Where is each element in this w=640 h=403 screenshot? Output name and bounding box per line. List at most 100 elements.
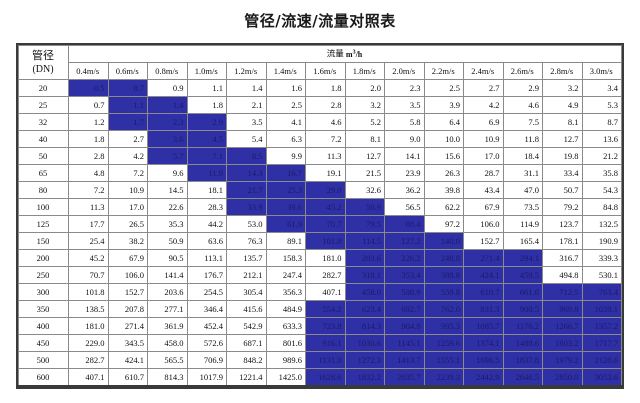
flow-value-cell: 0.7	[107, 79, 148, 97]
flow-value-cell: 140.0	[423, 232, 464, 250]
flow-value-cell: 282.7	[68, 351, 109, 369]
table-row: 450 229.0 343.5 458.0 572.6 687.1 801.6 916.1 10…	[18, 334, 622, 352]
flow-value-cell: 13.6	[581, 130, 622, 148]
flow-value-cell: 2239.3	[423, 368, 464, 387]
flow-value-cell: 762.0	[423, 300, 464, 318]
flow-value-cell: 8.5	[226, 147, 267, 165]
speed-column-header: 1.6m/s	[305, 62, 346, 80]
flow-value-cell: 25.4	[68, 232, 109, 250]
flow-value-cell: 2.1	[226, 96, 267, 114]
flow-value-cell: 271.4	[463, 249, 504, 267]
flow-value-cell: 1.7	[107, 113, 148, 131]
flow-value-cell: 623.4	[344, 300, 385, 318]
flow-value-cell: 254.5	[186, 283, 227, 301]
flow-value-cell: 101.8	[68, 283, 109, 301]
flow-value-cell: 346.4	[186, 300, 227, 318]
unit-exponent: 3	[352, 49, 356, 56]
flow-value-cell: 53.0	[226, 215, 267, 233]
flow-value-cell: 26.3	[423, 164, 464, 182]
flow-value-cell: 2850.0	[542, 368, 583, 387]
flow-value-cell: 67.9	[107, 249, 148, 267]
flow-value-cell: 62.2	[423, 198, 464, 216]
flow-value-cell: 181.0	[68, 317, 109, 335]
flow-value-cell: 1176.2	[502, 317, 543, 335]
speed-column-header: 3.0m/s	[581, 62, 622, 80]
flow-value-cell: 70.7	[305, 215, 346, 233]
unit-tail: /h	[355, 49, 363, 59]
dn-value-cell: 25	[18, 96, 69, 114]
flow-value-cell: 22.6	[147, 198, 188, 216]
flow-value-cell: 814.3	[147, 368, 188, 387]
dn-value-cell: 500	[18, 351, 69, 369]
flow-value-cell: 572.6	[186, 334, 227, 352]
flow-value-cell: 1832.2	[344, 368, 385, 387]
flow-value-cell: 305.4	[226, 283, 267, 301]
flow-value-cell: 29.0	[305, 181, 346, 199]
dn-value-cell: 32	[18, 113, 69, 131]
flow-value-cell: 17.0	[463, 147, 504, 165]
dn-value-cell: 20	[18, 79, 69, 97]
flow-value-cell: 2.7	[107, 130, 148, 148]
flow-value-cell: 1039.1	[581, 300, 622, 318]
flow-value-cell: 1696.5	[463, 351, 504, 369]
flow-value-cell: 248.8	[423, 249, 464, 267]
speed-column-header: 0.4m/s	[68, 62, 109, 80]
flow-value-cell: 4.1	[265, 113, 306, 131]
flow-value-cell: 2646.5	[502, 368, 543, 387]
flow-value-cell: 318.1	[344, 266, 385, 284]
flow-value-cell: 39.6	[265, 198, 306, 216]
table-row: 200 45.2 67.9 90.5 113.1 135.7 158.3 181.0 203.6…	[18, 249, 622, 267]
flow-value-cell: 6.9	[463, 113, 504, 131]
flow-value-cell: 2.5	[423, 79, 464, 97]
flow-value-cell: 9.6	[147, 164, 188, 182]
dn-header-cell: 管径 (DN)	[18, 45, 69, 80]
flow-value-cell: 1357.2	[581, 317, 622, 335]
flow-value-cell: 15.6	[423, 147, 464, 165]
flow-value-cell: 831.3	[463, 300, 504, 318]
flow-value-cell: 2.8	[68, 147, 109, 165]
header-row-group: 管径 (DN) 流量 m3/h	[18, 45, 622, 80]
flow-value-cell: 1.8	[186, 96, 227, 114]
flow-value-cell: 0.9	[147, 79, 188, 97]
flow-value-cell: 484.9	[265, 300, 306, 318]
flow-value-cell: 294.1	[502, 249, 543, 267]
table-row: 400 181.0 271.4 361.9 452.4 542.9 633.3 723.8 81…	[18, 317, 622, 335]
flow-value-cell: 54.3	[581, 181, 622, 199]
flow-value-cell: 2.8	[305, 96, 346, 114]
flow-value-cell: 88.4	[384, 215, 425, 233]
flow-value-cell: 559.8	[423, 283, 464, 301]
flow-value-cell: 4.6	[502, 96, 543, 114]
table-header: 管径 (DN) 流量 m3/h 0.4m/s 0.6m/s 0.8m/s 1.0m/s…	[18, 45, 622, 80]
flow-value-cell: 35.8	[581, 164, 622, 182]
flow-value-cell: 801.6	[265, 334, 306, 352]
flow-value-cell: 21.5	[344, 164, 385, 182]
flow-value-cell: 63.6	[186, 232, 227, 250]
flow-value-cell: 2.9	[186, 113, 227, 131]
flow-value-cell: 152.7	[463, 232, 504, 250]
flow-value-cell: 45.2	[68, 249, 109, 267]
flow-value-cell: 723.8	[305, 317, 346, 335]
speed-column-header: 1.4m/s	[265, 62, 306, 80]
flow-value-cell: 9.9	[265, 147, 306, 165]
flow-value-cell: 84.8	[581, 198, 622, 216]
flow-value-cell: 11.3	[305, 147, 346, 165]
flow-value-cell: 50.7	[542, 181, 583, 199]
flow-value-cell: 90.5	[147, 249, 188, 267]
flow-value-cell: 1.6	[265, 79, 306, 97]
flow-value-cell: 3.2	[344, 96, 385, 114]
flow-value-cell: 158.3	[265, 249, 306, 267]
table-row: 32 1.2 1.7 2.3 2.9 3.5 4.1 4.6 5.2 5.8 6.4 6.9 7.5 8.…	[18, 113, 622, 131]
flow-value-cell: 43.4	[463, 181, 504, 199]
flow-value-cell: 28.7	[463, 164, 504, 182]
flow-value-cell: 19.1	[305, 164, 346, 182]
flow-value-cell: 407.1	[68, 368, 109, 387]
flow-value-cell: 229.0	[68, 334, 109, 352]
flow-value-cell: 47.0	[502, 181, 543, 199]
flow-value-cell: 1131.0	[305, 351, 346, 369]
flow-value-cell: 127.2	[384, 232, 425, 250]
flow-value-cell: 339.3	[581, 249, 622, 267]
flow-value-cell: 9.0	[384, 130, 425, 148]
flow-value-cell: 1.8	[68, 130, 109, 148]
flow-value-cell: 17.0	[107, 198, 148, 216]
flow-value-cell: 1603.2	[542, 334, 583, 352]
